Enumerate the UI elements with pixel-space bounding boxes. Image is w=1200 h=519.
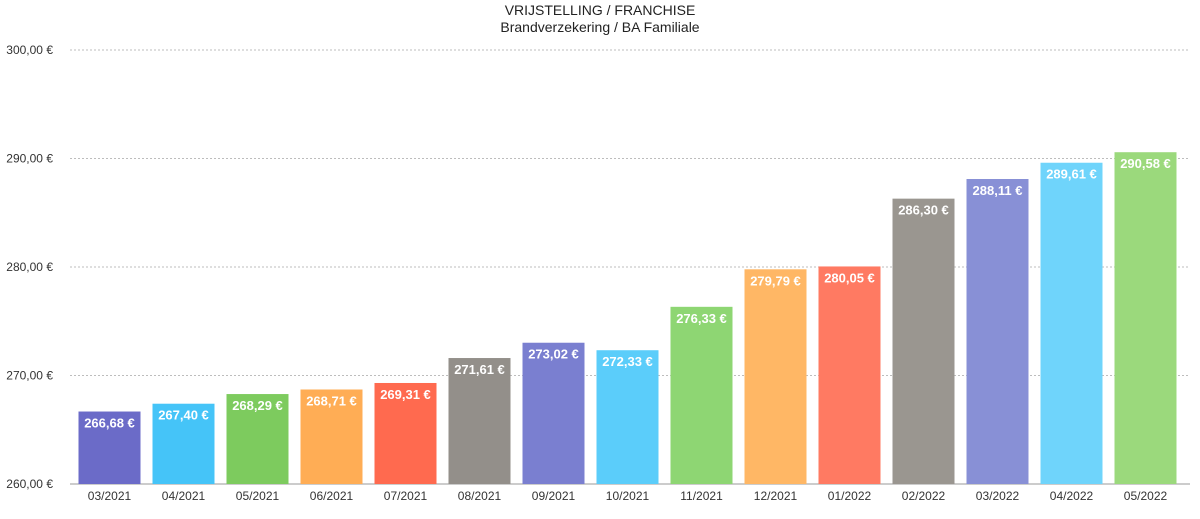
x-tick-label: 03/2021 <box>88 489 132 503</box>
x-tick-label: 07/2021 <box>384 489 428 503</box>
y-tick-label: 280,00 € <box>6 260 53 274</box>
data-label: 267,40 € <box>158 408 209 423</box>
data-label: 269,31 € <box>380 387 431 402</box>
data-label: 290,58 € <box>1120 156 1171 171</box>
y-tick-label: 300,00 € <box>6 43 53 57</box>
x-tick-label: 04/2022 <box>1050 489 1094 503</box>
bar <box>966 179 1029 484</box>
bar <box>818 266 881 484</box>
data-label: 286,30 € <box>898 203 949 218</box>
bar <box>522 342 585 484</box>
x-tick-label: 05/2022 <box>1124 489 1168 503</box>
bar <box>1040 162 1103 484</box>
bar <box>892 198 955 484</box>
bar <box>670 306 733 484</box>
data-label: 279,79 € <box>750 273 801 288</box>
y-axis: 260,00 € 270,00 € 280,00 € 290,00 € 300,00 € <box>6 43 53 491</box>
y-tick-label: 260,00 € <box>6 477 53 491</box>
x-tick-label: 03/2022 <box>976 489 1020 503</box>
bar <box>226 394 289 484</box>
x-tick-label: 01/2022 <box>828 489 872 503</box>
bar <box>448 358 511 484</box>
bar <box>596 350 659 484</box>
data-label: 271,61 € <box>454 362 505 377</box>
x-tick-label: 12/2021 <box>754 489 798 503</box>
data-label: 268,71 € <box>306 393 357 408</box>
y-tick-label: 290,00 € <box>6 152 53 166</box>
bar <box>744 269 807 484</box>
data-label: 276,33 € <box>676 311 727 326</box>
data-label: 272,33 € <box>602 354 653 369</box>
x-tick-label: 08/2021 <box>458 489 502 503</box>
bar <box>1114 152 1177 484</box>
x-tick-label: 09/2021 <box>532 489 576 503</box>
bar <box>300 389 363 484</box>
x-tick-label: 06/2021 <box>310 489 354 503</box>
bars: 266,68 € 267,40 € 268,29 € 268,71 € 269,31 €… <box>78 152 1177 484</box>
data-label: 289,61 € <box>1046 167 1097 182</box>
x-tick-label: 05/2021 <box>236 489 280 503</box>
y-tick-label: 270,00 € <box>6 369 53 383</box>
chart-subtitle: Brandverzekering / BA Familiale <box>500 19 700 35</box>
x-axis: 03/2021 04/2021 05/2021 06/2021 07/2021 08/20… <box>88 489 1168 503</box>
x-tick-label: 04/2021 <box>162 489 206 503</box>
data-label: 280,05 € <box>824 270 875 285</box>
data-label: 268,29 € <box>232 398 283 413</box>
bar <box>78 411 141 484</box>
data-label: 273,02 € <box>528 347 579 362</box>
bar <box>374 382 437 484</box>
x-tick-label: 11/2021 <box>680 489 723 503</box>
data-label: 288,11 € <box>973 183 1023 198</box>
chart-title: VRIJSTELLING / FRANCHISE <box>504 2 696 18</box>
data-label: 266,68 € <box>84 416 135 431</box>
x-tick-label: 02/2022 <box>902 489 946 503</box>
x-tick-label: 10/2021 <box>606 489 650 503</box>
bar <box>152 403 215 484</box>
